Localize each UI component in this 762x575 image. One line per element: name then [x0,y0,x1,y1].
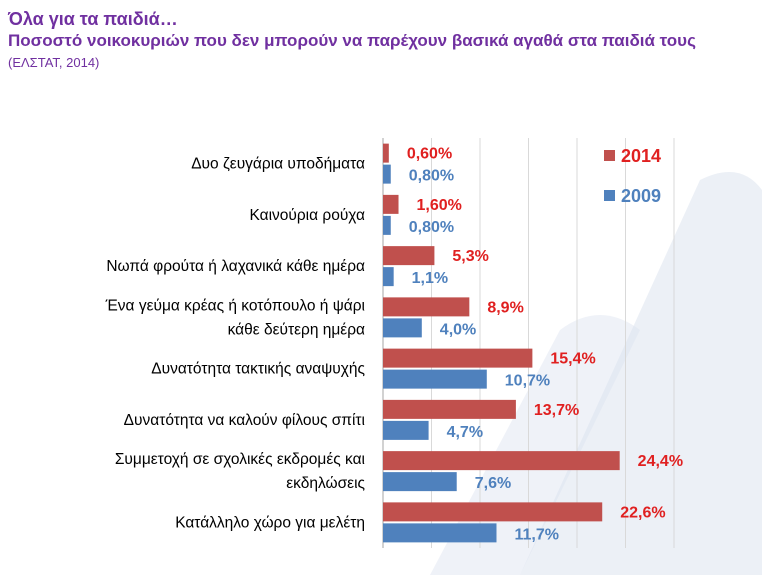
data-label-2014: 0,60% [407,146,452,163]
data-label-2014: 15,4% [550,351,595,368]
legend-swatch-2009 [604,190,615,201]
bar-2009 [383,523,497,543]
legend-swatch-2014 [604,150,615,161]
data-label-2014: 8,9% [487,299,523,316]
legend-label-2009: 2009 [621,186,661,206]
data-label-2014: 22,6% [620,504,665,521]
legend-label-2014: 2014 [621,146,661,166]
category-label: κάθε δεύτερη ημέρα [228,321,365,338]
category-label: Συμμετοχή σε σχολικές εκδρομές και [115,451,365,468]
bar-2014 [383,297,470,317]
chart-subtitle: Ποσοστό νοικοκυριών που δεν μπορούν να π… [8,31,696,50]
category-label: Δυνατότητα να καλούν φίλους σπίτι [124,412,365,429]
data-label-2009: 0,80% [409,219,454,236]
chart-header: Όλα για τα παιδιά… Ποσοστό νοικοκυριών π… [8,8,748,72]
category-label: Νωπά φρούτα ή λαχανικά κάθε ημέρα [106,258,365,275]
data-label-2009: 1,1% [412,270,448,287]
category-label: Καινούρια ρούχα [249,207,365,224]
bar-2014 [383,246,435,266]
chart-source: (ΕΛΣΤΑΤ, 2014) [8,55,100,70]
page-title: Όλα για τα παιδιά… [8,9,178,29]
data-label-2014: 24,4% [638,453,683,470]
data-label-2014: 1,60% [417,197,462,214]
data-label-2009: 10,7% [505,373,550,390]
bar-2009 [383,267,394,287]
data-label-2014: 13,7% [534,402,579,419]
bar-2009 [383,215,391,235]
bar-2014 [383,399,516,419]
data-label-2009: 11,7% [514,526,558,543]
data-label-2014: 5,3% [452,248,488,265]
category-label: εκδηλώσεις [286,475,365,492]
bar-2009 [383,369,487,389]
bar-2009 [383,318,422,338]
bar-2014 [383,194,399,214]
bar-2009 [383,472,457,492]
category-label: Ένα γεύμα κρέας ή κοτόπουλο ή ψάρι [105,297,365,314]
data-label-2009: 0,80% [409,168,454,185]
bar-2014 [383,348,533,368]
category-label: Κατάλληλο χώρο για μελέτη [175,514,365,531]
bar-2009 [383,164,391,184]
data-label-2009: 4,0% [440,321,476,338]
category-label: Δυο ζευγάρια υποδήματα [191,156,365,173]
bar-2014 [383,143,389,163]
data-label-2009: 7,6% [475,475,511,492]
data-label-2009: 4,7% [447,424,483,441]
bar-2009 [383,420,429,440]
bar-2014 [383,502,603,522]
watermark-shape [520,172,762,575]
category-label: Δυνατότητα τακτικής αναψυχής [151,361,365,378]
bar-2014 [383,451,620,471]
